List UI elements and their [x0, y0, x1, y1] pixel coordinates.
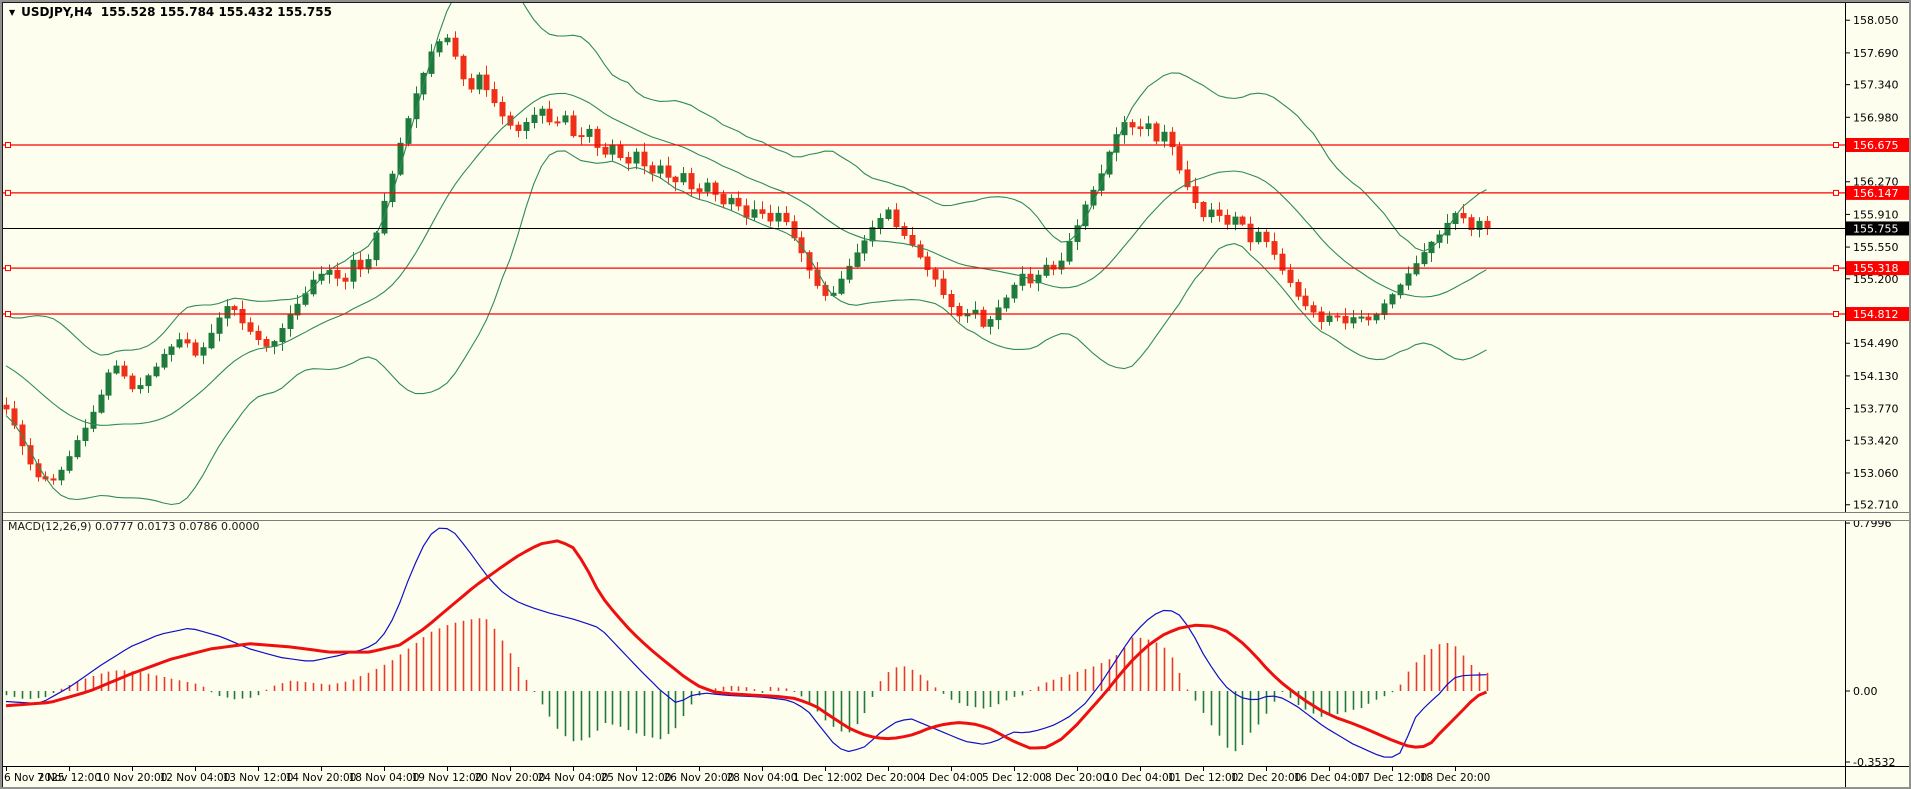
time-tick-label: 14 Nov 20:00 [286, 772, 357, 784]
price-tick-label: 157.690 [1853, 47, 1899, 60]
time-tick-label: 26 Nov 20:00 [664, 772, 735, 784]
candles-layer [3, 31, 1491, 486]
axis-price-label [1846, 307, 1910, 322]
line-endpoint-handle[interactable] [1833, 189, 1839, 196]
line-endpoint-handle[interactable] [1833, 265, 1839, 272]
axis-price-label [1846, 261, 1910, 276]
time-tick-label: 12 Nov 04:00 [160, 772, 231, 784]
bollinger-bands [5, 3, 1487, 506]
time-tick-label: 20 Nov 20:00 [475, 772, 546, 784]
axis-price-label [1846, 185, 1910, 200]
chart-menu-arrow-icon[interactable]: ▼ [9, 7, 16, 17]
time-tick-label: 13 Nov 12:00 [223, 772, 294, 784]
time-tick-label: 17 Dec 12:00 [1357, 772, 1428, 784]
price-tick-label: 158.050 [1853, 14, 1899, 27]
price-tick-label: 154.490 [1853, 337, 1899, 350]
price-tick-label: 152.710 [1853, 499, 1899, 512]
macd-tick-label: 0.00 [1853, 685, 1878, 698]
price-tick-label: 153.060 [1853, 467, 1899, 480]
axis-price-label [1846, 221, 1910, 236]
price-tick-label: 157.340 [1853, 79, 1899, 92]
time-tick-label: 2 Dec 20:00 [856, 772, 920, 784]
bb-lower-band [5, 150, 1487, 506]
line-endpoint-handle[interactable] [5, 311, 11, 317]
macd-signal-line [5, 539, 1488, 750]
panel-divider[interactable] [0, 512, 1911, 521]
time-tick-label: 19 Nov 12:00 [412, 772, 483, 784]
time-tick-label: 24 Nov 04:00 [538, 772, 609, 784]
price-tick-label: 154.130 [1853, 370, 1899, 383]
bb-upper-band [5, 3, 1487, 356]
time-tick-label: 10 Nov 20:00 [97, 772, 168, 784]
time-tick-label: 10 Dec 04:00 [1105, 772, 1176, 784]
time-tick-label: 16 Dec 04:00 [1294, 772, 1365, 784]
svg-text:155.318: 155.318 [1853, 262, 1899, 275]
price-tick-label: 156.980 [1853, 111, 1899, 124]
price-tick-label: 156.270 [1853, 176, 1899, 189]
time-tick-label: 18 Nov 04:00 [349, 772, 420, 784]
time-tick-label: 7 Nov 12:00 [37, 772, 101, 784]
time-tick-label: 8 Dec 20:00 [1045, 772, 1109, 784]
macd-tick-label: -0.3532 [1853, 756, 1895, 769]
macd-chart-area[interactable] [3, 519, 1845, 766]
time-tick-label: 25 Nov 12:00 [601, 772, 672, 784]
time-tick-label: 18 Dec 20:00 [1420, 772, 1491, 784]
macd-main-line [5, 527, 1487, 758]
macd-indicator-label: MACD(12,26,9) 0.0777 0.0173 0.0786 0.000… [8, 520, 260, 533]
svg-text:156.147: 156.147 [1853, 187, 1899, 200]
line-endpoint-handle[interactable] [1833, 311, 1839, 317]
macd-layer [5, 527, 1489, 758]
time-tick-label: 1 Dec 12:00 [793, 772, 857, 784]
svg-text:156.675: 156.675 [1853, 139, 1899, 152]
line-endpoint-handle[interactable] [5, 189, 11, 196]
line-endpoint-handle[interactable] [5, 142, 11, 148]
price-tick-label: 153.420 [1853, 434, 1899, 447]
time-tick-label: 12 Dec 20:00 [1231, 772, 1302, 784]
axis-price-label [1846, 137, 1910, 152]
time-tick-label: 28 Nov 04:00 [727, 772, 798, 784]
line-endpoint-handle[interactable] [5, 265, 11, 272]
svg-text:154.812: 154.812 [1853, 308, 1899, 321]
price-tick-label: 155.200 [1853, 273, 1899, 286]
bb-middle-band [5, 92, 1487, 426]
svg-text:155.755: 155.755 [1853, 222, 1899, 235]
chart-title: ▼ USDJPY,H4 155.528 155.784 155.432 155.… [9, 5, 332, 19]
horizontal-levels [3, 142, 1845, 317]
price-chart-area[interactable] [3, 3, 1845, 512]
line-endpoint-handle[interactable] [1833, 142, 1839, 148]
price-tick-label: 155.550 [1853, 241, 1899, 254]
price-tick-label: 155.910 [1853, 208, 1899, 221]
ohlc-values: 155.528 155.784 155.432 155.755 [100, 5, 332, 19]
time-tick-label: 4 Dec 04:00 [919, 772, 983, 784]
time-tick-label: 6 Nov 2025 [4, 772, 65, 784]
symbol-period-label: USDJPY,H4 [21, 5, 93, 19]
time-tick-label: 11 Dec 12:00 [1168, 772, 1239, 784]
time-tick-label: 5 Dec 12:00 [982, 772, 1046, 784]
price-tick-label: 153.770 [1853, 403, 1899, 416]
